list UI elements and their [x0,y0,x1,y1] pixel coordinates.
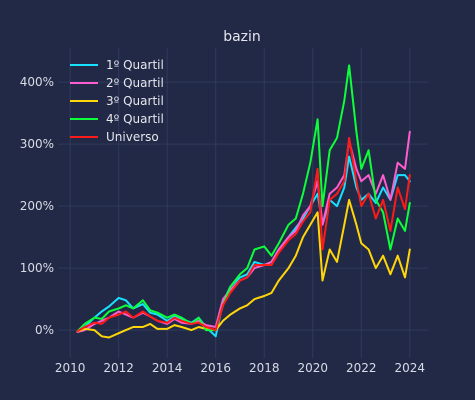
legend-label: 1º Quartil [106,58,164,72]
x-tick-label: 2016 [200,361,231,375]
y-tick-label: 300% [20,137,54,151]
x-tick-label: 2010 [55,361,86,375]
y-tick-label: 200% [20,199,54,213]
x-tick-label: 2024 [395,361,426,375]
series-line-5 [76,136,411,333]
chart-title: bazin [223,29,261,45]
legend-label: 3º Quartil [106,94,164,108]
x-tick-label: 2020 [297,361,328,375]
legend: 1º Quartil 2º Quartil 3º Quartil 4º Quartil… [70,58,164,144]
y-tick-label: 0% [35,323,54,337]
series-line-4 [76,64,411,333]
series-line-1 [76,155,411,338]
legend-label: 4º Quartil [106,112,164,126]
x-tick-label: 2012 [103,361,134,375]
y-axis-ticks: 0% 100% 200% 300% 400% [20,75,54,337]
legend-label: Universo [106,130,159,144]
y-tick-label: 100% [20,261,54,275]
x-tick-label: 2014 [152,361,183,375]
series-lines [76,64,411,339]
x-tick-label: 2018 [249,361,280,375]
series-line-3 [76,198,411,339]
x-axis-ticks: 2010 2012 2014 2016 2018 2020 2022 2024 [55,361,425,375]
x-tick-label: 2022 [346,361,377,375]
y-tick-label: 400% [20,75,54,89]
legend-label: 2º Quartil [106,76,164,90]
